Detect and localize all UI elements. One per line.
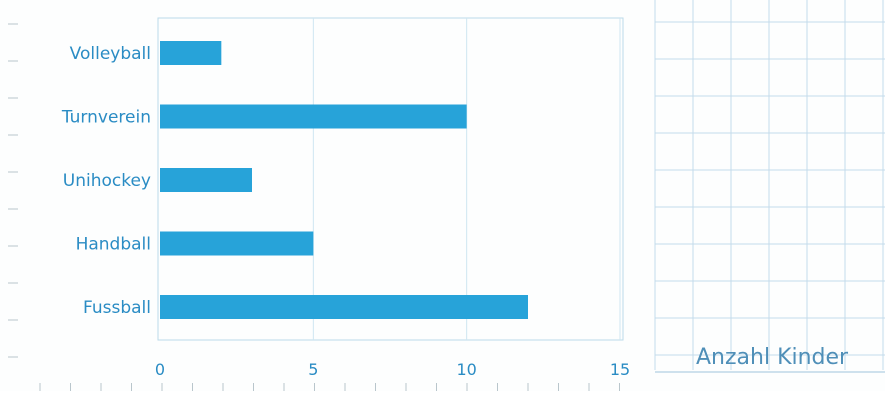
category-label: Fussball (83, 298, 151, 318)
x-tick-label: 0 (155, 360, 165, 379)
x-tick-labels: 0 5 10 15 (155, 360, 630, 379)
x-tick-label: 5 (308, 360, 318, 379)
grid-paper (654, 0, 885, 373)
category-label: Handball (76, 235, 151, 255)
x-axis-label: Anzahl Kinder (696, 345, 849, 370)
bars (160, 41, 528, 319)
x-tick-label: 15 (610, 360, 630, 379)
category-label: Turnverein (61, 108, 151, 128)
bar-volleyball (160, 41, 222, 65)
category-label: Volleyball (70, 44, 151, 64)
left-margin-dashes (8, 23, 18, 358)
bar-unihockey (160, 168, 252, 192)
bottom-ruler-ticks (39, 383, 620, 391)
x-tick-label: 10 (456, 360, 476, 379)
category-labels: Volleyball Turnverein Unihockey Handball Fus… (61, 44, 151, 318)
bar-turnverein (160, 104, 467, 129)
plot-frame (157, 17, 624, 341)
bar-handball (160, 231, 314, 256)
vertical-gridlines (312, 18, 621, 340)
bar-fussball (160, 295, 528, 319)
category-label: Unihockey (63, 171, 151, 191)
